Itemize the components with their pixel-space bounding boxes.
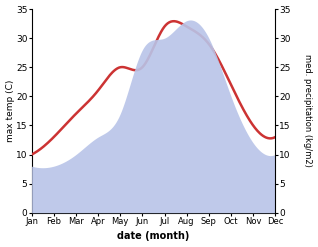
X-axis label: date (month): date (month) xyxy=(117,231,190,242)
Y-axis label: med. precipitation (kg/m2): med. precipitation (kg/m2) xyxy=(303,54,313,167)
Y-axis label: max temp (C): max temp (C) xyxy=(5,80,15,142)
